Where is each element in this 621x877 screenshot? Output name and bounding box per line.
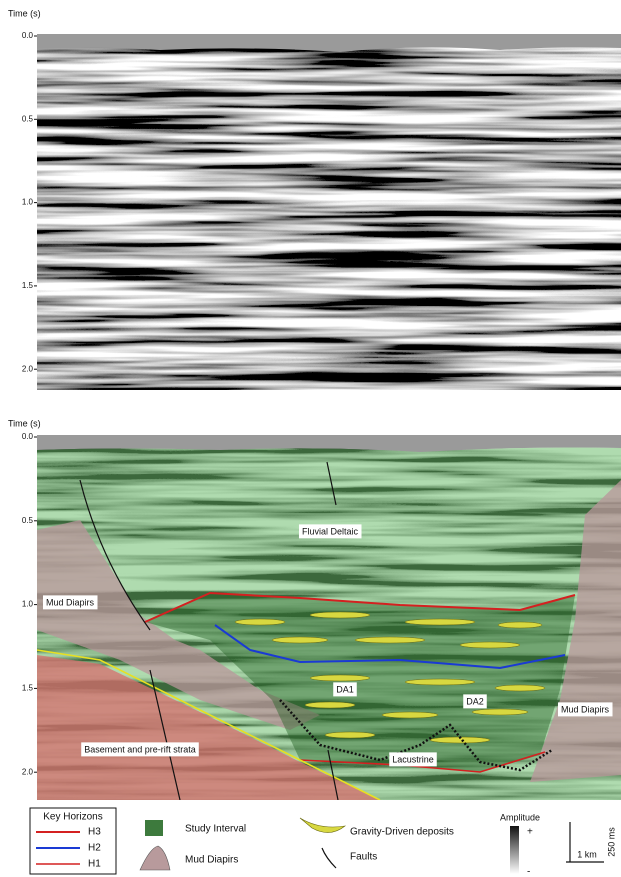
figure: Time (s) 0.0 0.5 1.0 1.5 2.0 Time (s) xyxy=(0,0,621,877)
y-tick-label: 0.0 xyxy=(22,31,34,40)
region-label: DA2 xyxy=(466,696,484,706)
y-tick-label: 1.5 xyxy=(22,281,34,290)
region-label: Mud Diapirs xyxy=(46,597,95,607)
diapir-symbol xyxy=(140,846,170,870)
axis-label: Time (s) xyxy=(8,418,41,428)
legend-label: Faults xyxy=(350,852,377,863)
legend-label: H3 xyxy=(88,827,101,838)
scale-vertical: 250 ms xyxy=(606,827,616,857)
legend: Key Horizons H3 H2 H1 Study Interval Mud… xyxy=(30,808,616,877)
study-symbol xyxy=(145,820,163,836)
fault-symbol xyxy=(322,848,336,868)
amplitude-minus: - xyxy=(527,867,530,877)
region-label: Mud Diapirs xyxy=(561,704,610,714)
amplitude-plus: + xyxy=(527,827,533,838)
amplitude-bar xyxy=(510,826,519,874)
y-tick-label: 0.5 xyxy=(22,516,34,525)
y-tick-label: 2.0 xyxy=(22,767,34,776)
y-tick-label: 0.0 xyxy=(22,432,34,441)
legend-label: Gravity-Driven deposits xyxy=(350,827,454,838)
deposit-symbol xyxy=(300,818,345,833)
legend-label: Study Interval xyxy=(185,824,246,835)
region-label: Lacustrine xyxy=(392,754,434,764)
legend-label: H2 xyxy=(88,843,101,854)
amplitude-title: Amplitude xyxy=(500,812,540,822)
y-tick-label: 1.0 xyxy=(22,600,34,609)
seismic-section xyxy=(37,34,621,390)
axis-label: Time (s) xyxy=(8,8,41,18)
legend-label: Mud Diapirs xyxy=(185,855,238,866)
y-tick-label: 0.5 xyxy=(22,114,34,123)
y-tick-label: 1.5 xyxy=(22,684,34,693)
legend-label: H1 xyxy=(88,859,101,870)
region-label: Fluvial Deltaic xyxy=(302,526,359,536)
scale-horizontal: 1 km xyxy=(577,849,597,859)
legend-title: Key Horizons xyxy=(43,812,102,823)
y-tick-label: 1.0 xyxy=(22,198,34,207)
y-tick-label: 2.0 xyxy=(22,364,34,373)
region-label: DA1 xyxy=(336,684,354,694)
region-label: Basement and pre-rift strata xyxy=(84,744,196,754)
